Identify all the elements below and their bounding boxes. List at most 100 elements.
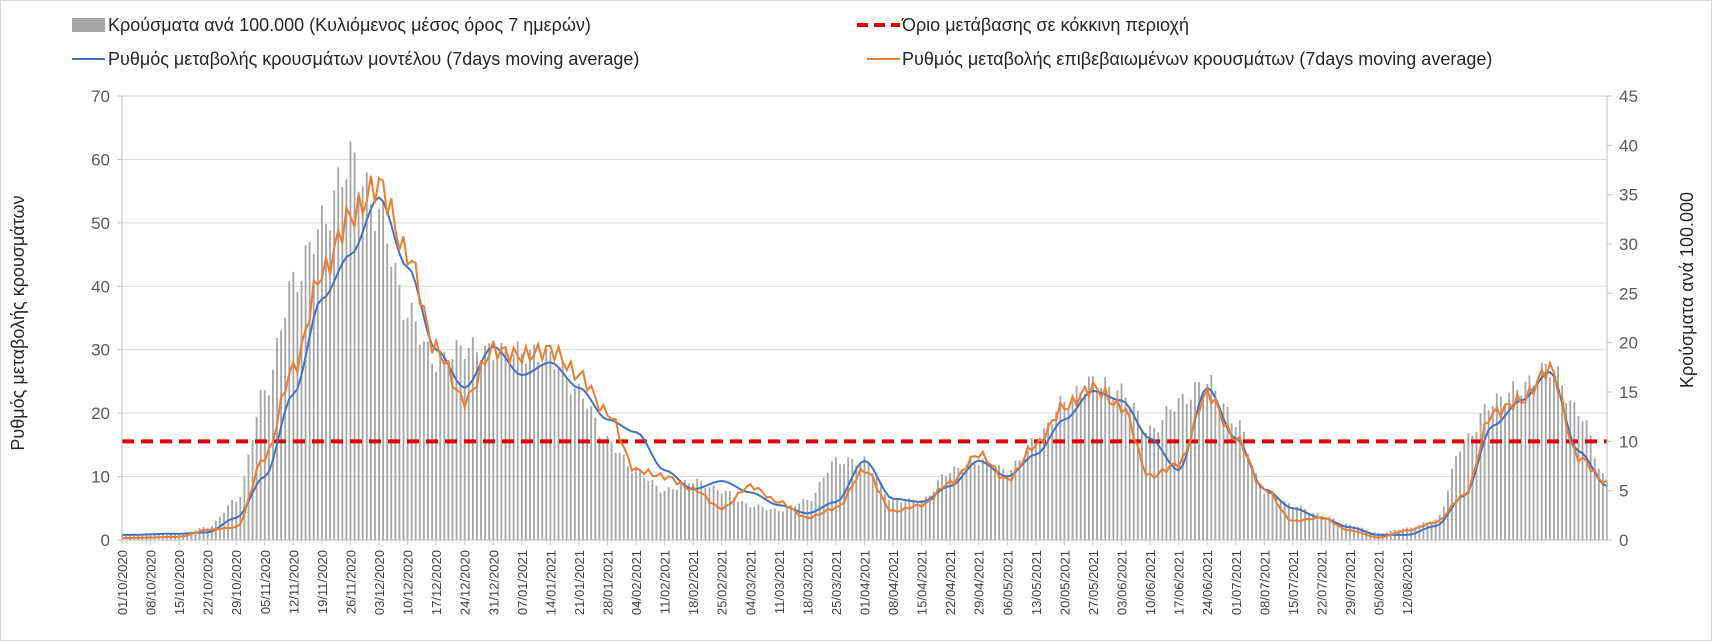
bar <box>810 500 813 540</box>
x-tick-label: 15/04/2021 <box>915 550 930 615</box>
bar <box>1242 431 1245 540</box>
bar <box>969 458 972 540</box>
bar <box>325 224 327 540</box>
bar <box>900 502 903 540</box>
bar <box>1002 468 1005 540</box>
bar <box>1075 385 1078 540</box>
bar <box>1593 458 1596 540</box>
bar <box>1300 505 1302 540</box>
bar <box>1030 437 1033 540</box>
bar <box>594 417 597 540</box>
bar <box>1136 410 1139 540</box>
bar <box>622 454 625 540</box>
bar <box>790 505 792 540</box>
x-tick-label: 08/07/2021 <box>1257 550 1272 615</box>
bar <box>471 337 474 540</box>
bar <box>573 388 576 540</box>
bar <box>414 321 417 540</box>
bar <box>1034 444 1037 540</box>
bar <box>1161 420 1164 540</box>
x-tick-label: 04/03/2021 <box>743 550 758 615</box>
bar <box>1202 392 1205 540</box>
bar <box>1108 386 1111 540</box>
bar <box>1043 428 1045 540</box>
x-axis-ticks: 01/10/2020 08/10/2020 15/10/2020 22/10/2020… <box>115 540 1608 615</box>
bar <box>737 501 739 540</box>
bar <box>892 498 894 540</box>
bar <box>1304 508 1307 540</box>
bar <box>859 461 862 540</box>
bar <box>1463 440 1466 540</box>
bar <box>1328 516 1331 540</box>
bar <box>912 500 915 540</box>
bar <box>990 468 992 540</box>
bar <box>451 359 454 540</box>
x-tick-label: 17/06/2021 <box>1172 550 1187 615</box>
bar <box>639 468 642 540</box>
bar <box>1557 366 1559 540</box>
bar <box>765 510 768 540</box>
bar <box>998 465 1001 540</box>
bar <box>1051 424 1054 540</box>
bar <box>537 361 540 540</box>
bar <box>255 416 258 540</box>
bar <box>1581 421 1584 540</box>
bar <box>382 202 385 540</box>
bar <box>981 459 984 540</box>
bar <box>333 190 336 540</box>
right-axis-ticks: 0 5 10 15 20 25 30 35 40 45 <box>1607 87 1638 550</box>
bar <box>855 465 858 540</box>
bar <box>945 475 948 540</box>
bar <box>814 492 817 540</box>
bar <box>280 330 283 540</box>
x-tick-label: 05/11/2020 <box>258 550 273 614</box>
bar <box>1222 403 1225 540</box>
bar <box>941 474 943 540</box>
bar <box>753 506 756 540</box>
bar <box>304 245 307 540</box>
bar <box>1140 429 1143 540</box>
bar <box>1471 435 1474 540</box>
x-tick-label: 01/04/2021 <box>858 550 873 615</box>
bar <box>928 495 931 540</box>
x-tick-label: 22/10/2020 <box>201 550 216 615</box>
bar <box>1475 431 1478 540</box>
bar <box>1340 523 1343 540</box>
bar <box>516 341 519 540</box>
bar <box>1055 411 1058 540</box>
bar <box>467 348 470 540</box>
bar <box>496 359 499 540</box>
bar <box>565 377 568 540</box>
bar <box>561 361 564 540</box>
left-axis-title: Ρυθμός μεταβολής κρουσμάτων <box>8 195 28 450</box>
bar <box>402 319 405 540</box>
bar <box>1532 385 1535 540</box>
bar <box>1206 383 1209 540</box>
bar <box>1577 415 1580 540</box>
bar <box>1247 453 1249 540</box>
bar <box>500 342 503 540</box>
bar <box>786 507 788 540</box>
bar <box>198 528 201 540</box>
bar <box>239 496 242 540</box>
bar <box>733 497 735 540</box>
bar <box>965 464 968 540</box>
bar <box>602 441 605 540</box>
bar <box>1014 460 1017 540</box>
bar <box>1553 371 1555 540</box>
bar <box>1259 486 1262 540</box>
bar <box>1157 432 1160 540</box>
bar <box>1283 501 1286 540</box>
legend-swatch-bars <box>72 18 105 32</box>
bar <box>1516 389 1519 540</box>
bar <box>883 494 886 540</box>
bar <box>1316 513 1319 540</box>
x-tick-label: 07/01/2021 <box>515 550 530 615</box>
bar <box>781 511 784 540</box>
bar <box>875 475 878 540</box>
bar <box>749 507 752 540</box>
bar <box>533 344 535 540</box>
x-tick-label: 17/12/2020 <box>429 550 444 615</box>
bar <box>1218 406 1221 540</box>
